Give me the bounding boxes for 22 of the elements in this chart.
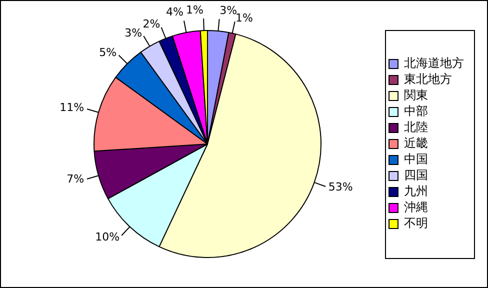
legend-label: 九州 — [404, 184, 428, 198]
data-label: 2% — [142, 17, 160, 30]
data-label: 53% — [328, 180, 353, 194]
data-label: 5% — [99, 46, 117, 59]
data-label: 1% — [236, 11, 253, 24]
legend-label: 北海道地方 — [404, 56, 464, 70]
legend-label: 近畿 — [404, 136, 428, 150]
legend-label: 中国 — [404, 152, 428, 166]
legend-label: 不明 — [404, 216, 428, 230]
data-label: 7% — [66, 172, 84, 186]
data-label: 4% — [166, 6, 184, 19]
legend-label: 北陸 — [404, 120, 428, 134]
legend-label: 東北地方 — [404, 72, 452, 86]
data-label: 3% — [220, 4, 238, 17]
data-label: 3% — [124, 26, 142, 40]
legend-label: 四国 — [404, 168, 428, 182]
legend-label: 中部 — [404, 104, 428, 118]
data-label: 10% — [95, 230, 120, 244]
legend-label: 関東 — [404, 88, 428, 102]
legend-label: 沖縄 — [404, 200, 428, 214]
data-label: 1% — [186, 3, 204, 16]
data-label: 11% — [60, 101, 84, 114]
